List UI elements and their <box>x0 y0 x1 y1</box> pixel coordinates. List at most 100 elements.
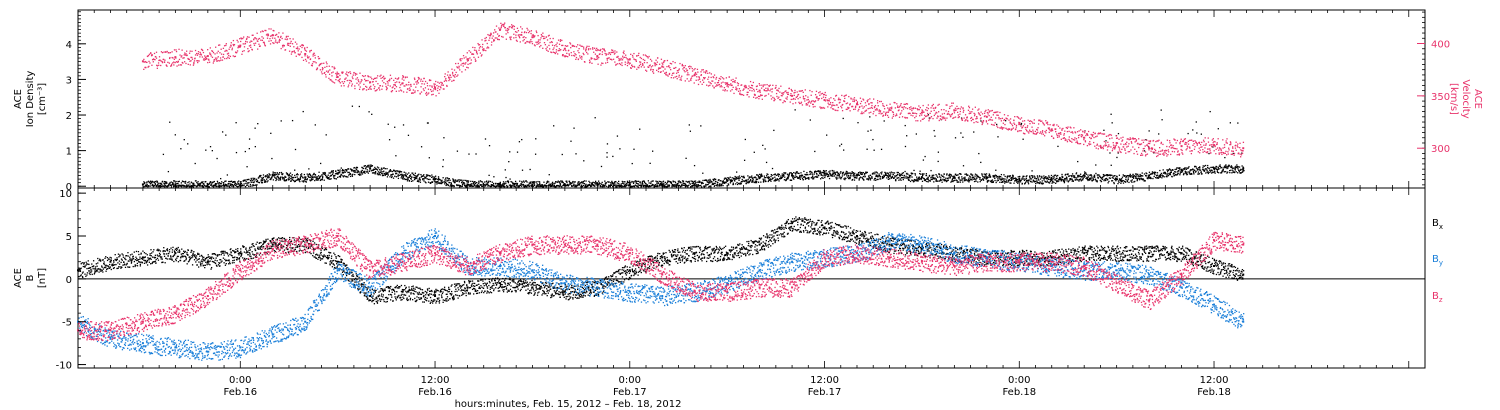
data-point <box>399 171 401 173</box>
data-point <box>200 185 202 187</box>
data-point <box>630 185 632 187</box>
data-point <box>316 177 319 179</box>
data-point <box>358 84 360 86</box>
data-point <box>824 170 826 172</box>
data-point <box>226 185 228 187</box>
data-point <box>838 175 840 177</box>
data-point <box>147 54 150 57</box>
data-point <box>387 82 389 84</box>
data-point <box>625 184 628 186</box>
data-point <box>1051 178 1053 180</box>
data-point <box>446 180 449 182</box>
data-point <box>705 183 707 186</box>
data-point <box>207 61 209 64</box>
data-point <box>496 184 498 187</box>
data-point <box>853 179 856 181</box>
data-point <box>311 176 314 179</box>
data-point <box>264 45 267 47</box>
data-point <box>739 182 741 185</box>
data-point <box>731 180 733 183</box>
data-point <box>985 175 987 177</box>
data-point <box>480 184 483 186</box>
data-point <box>517 186 519 188</box>
data-point <box>435 95 437 97</box>
data-point <box>537 34 539 37</box>
data-point <box>707 179 710 181</box>
series-texture <box>143 22 1245 158</box>
data-point <box>170 186 173 188</box>
data-point <box>579 55 581 57</box>
data-point <box>496 33 499 35</box>
data-point <box>259 45 261 47</box>
data-point <box>236 51 238 54</box>
data-point <box>524 185 526 188</box>
data-point <box>470 180 472 183</box>
data-point <box>423 174 425 176</box>
data-point <box>254 179 256 181</box>
data-point <box>353 171 355 173</box>
data-point <box>703 185 705 187</box>
data-point <box>937 160 939 163</box>
data-point <box>546 46 548 48</box>
data-point <box>896 171 898 174</box>
data-point <box>461 58 463 60</box>
data-point <box>1136 178 1139 181</box>
data-point <box>405 174 407 177</box>
data-point <box>211 56 214 58</box>
data-point <box>594 58 596 61</box>
data-point <box>780 175 782 177</box>
data-point <box>203 183 205 185</box>
data-point <box>1017 176 1019 178</box>
data-point <box>302 110 304 113</box>
data-point <box>602 62 604 65</box>
data-point <box>186 54 188 56</box>
data-point <box>382 174 385 177</box>
data-point <box>459 179 461 182</box>
data-point <box>271 37 274 39</box>
data-point <box>673 185 675 187</box>
data-point <box>1163 176 1165 178</box>
data-point <box>216 180 219 183</box>
data-point <box>770 175 772 178</box>
data-point <box>245 180 247 183</box>
data-point <box>324 66 326 68</box>
data-point <box>156 184 158 186</box>
data-point <box>313 176 316 178</box>
data-point <box>176 184 178 187</box>
data-point <box>290 180 292 182</box>
data-point <box>1092 178 1095 181</box>
data-point <box>959 181 962 183</box>
data-point <box>472 180 474 183</box>
data-point <box>821 176 823 179</box>
data-point <box>1068 175 1070 177</box>
data-point <box>465 62 467 64</box>
data-point <box>537 185 539 187</box>
data-point <box>325 174 327 177</box>
data-point <box>619 63 622 66</box>
data-point <box>606 143 609 145</box>
series-ion-density <box>141 105 1245 188</box>
data-point <box>994 176 996 178</box>
data-point <box>843 174 845 176</box>
data-point <box>708 182 710 184</box>
data-point <box>455 62 457 65</box>
data-point <box>641 183 644 185</box>
data-point <box>489 35 492 37</box>
data-point <box>217 182 219 184</box>
data-point <box>444 73 446 75</box>
data-point <box>668 184 671 186</box>
data-point <box>908 174 911 176</box>
data-point <box>381 76 384 79</box>
data-point <box>425 174 428 176</box>
data-point <box>271 174 274 177</box>
data-point <box>405 172 407 174</box>
data-point <box>578 47 580 50</box>
data-point <box>284 175 286 178</box>
data-point <box>842 117 844 120</box>
data-point <box>940 177 942 179</box>
data-point <box>290 177 292 180</box>
data-point <box>261 182 263 184</box>
data-point <box>616 51 618 53</box>
data-point <box>321 73 323 75</box>
data-point <box>649 185 651 188</box>
